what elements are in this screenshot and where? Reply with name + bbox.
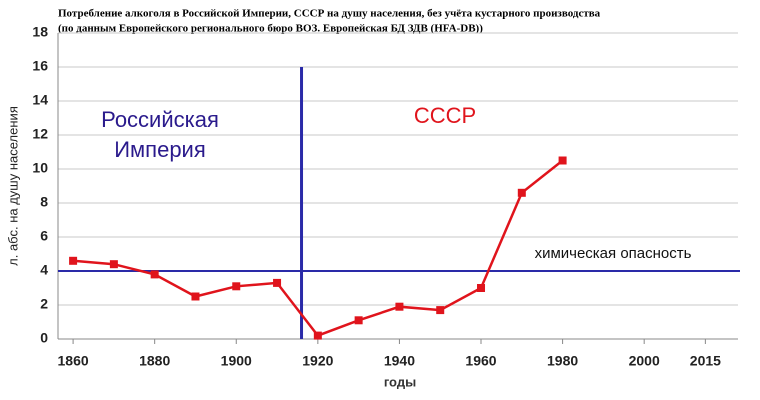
y-tick-label: 16 <box>32 58 48 74</box>
x-tick-label: 2000 <box>629 353 660 369</box>
x-tick-label: 1880 <box>139 353 170 369</box>
point <box>109 260 118 269</box>
series-line <box>72 159 564 338</box>
x-axis-label: годы <box>384 374 416 389</box>
x-tick-label: 2015 <box>690 353 721 369</box>
point <box>558 156 567 165</box>
y-tick-label: 10 <box>32 160 48 176</box>
point <box>395 302 404 311</box>
y-tick-label: 14 <box>32 92 48 108</box>
y-axis-label: л. абс. на душу населения <box>5 106 20 266</box>
point <box>69 256 78 265</box>
x-tick-label: 1940 <box>384 353 415 369</box>
y-tick-label: 12 <box>32 126 48 142</box>
annotation: Империя <box>114 137 206 162</box>
x-tick-label: 1960 <box>465 353 496 369</box>
y-tick-label: 4 <box>40 262 48 278</box>
annotation: СССР <box>414 103 476 128</box>
y-tick-label: 8 <box>40 194 48 210</box>
x-tick-label: 1980 <box>547 353 578 369</box>
y-tick-label: 2 <box>40 296 48 312</box>
annotation: химическая опасность <box>535 245 692 262</box>
point <box>191 292 200 301</box>
point <box>436 306 445 315</box>
annotation: Российская <box>101 107 219 132</box>
point <box>517 188 526 197</box>
y-tick-label: 18 <box>32 24 48 40</box>
x-tick-label: 1860 <box>58 353 89 369</box>
y-tick-label: 0 <box>40 330 48 346</box>
point <box>477 284 486 292</box>
chart-title: Потребление алкоголя в Российской Импери… <box>58 8 601 20</box>
y-tick-label: 6 <box>40 228 48 244</box>
point <box>232 282 241 291</box>
x-tick-label: 1920 <box>302 353 333 369</box>
chart-subtitle: (по данным Европейского регионального бю… <box>58 23 483 35</box>
x-tick-label: 1900 <box>221 353 252 369</box>
point <box>273 278 282 287</box>
point <box>354 316 363 325</box>
point <box>313 331 322 340</box>
point <box>150 270 159 279</box>
